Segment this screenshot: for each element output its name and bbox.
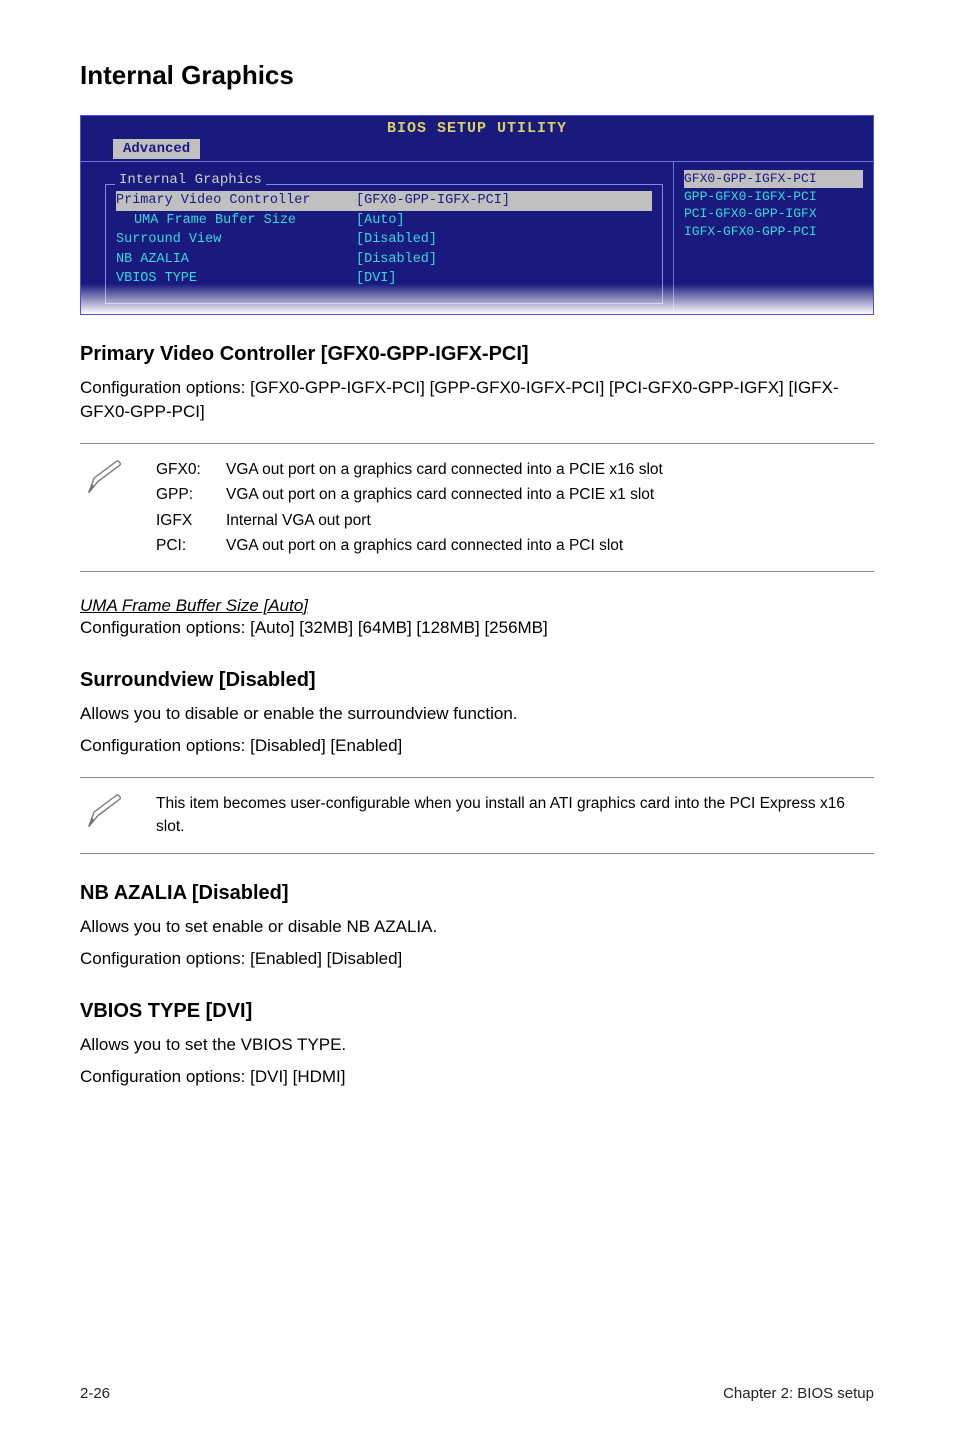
bios-left-pane: Internal Graphics Primary Video Controll… <box>81 162 673 314</box>
vb-body1: Allows you to set the VBIOS TYPE. <box>80 1033 874 1058</box>
pvc-heading: Primary Video Controller [GFX0-GPP-IGFX-… <box>80 343 874 366</box>
sv-heading: Surroundview [Disabled] <box>80 669 874 692</box>
bios-help-opt: GFX0-GPP-IGFX-PCI <box>684 170 863 188</box>
def-key: PCI: <box>156 534 216 557</box>
bios-help-pane: GFX0-GPP-IGFX-PCI GPP-GFX0-IGFX-PCI PCI-… <box>673 162 873 314</box>
bios-box-label: Internal Graphics <box>115 172 266 188</box>
sv-note-text: This item becomes user-configurable when… <box>156 792 870 839</box>
def-key: GFX0: <box>156 458 216 481</box>
def-val: VGA out port on a graphics card connecte… <box>226 458 870 481</box>
bios-val: [Disabled] <box>356 230 437 250</box>
bios-key: Surround View <box>116 230 356 250</box>
pvc-body: Configuration options: [GFX0-GPP-IGFX-PC… <box>80 376 874 425</box>
def-key: GPP: <box>156 483 216 506</box>
bios-help-opt: GPP-GFX0-IGFX-PCI <box>684 189 817 204</box>
bios-val: [DVI] <box>356 269 397 289</box>
bios-help-opt: IGFX-GFX0-GPP-PCI <box>684 224 817 239</box>
bios-tabbar: Advanced <box>81 139 873 161</box>
pen-icon <box>84 792 130 832</box>
vb-body2: Configuration options: [DVI] [HDMI] <box>80 1065 874 1090</box>
bios-tab-advanced: Advanced <box>113 139 200 159</box>
footer-right: Chapter 2: BIOS setup <box>723 1385 874 1402</box>
bios-key: UMA Frame Bufer Size <box>116 211 356 231</box>
vb-heading: VBIOS TYPE [DVI] <box>80 1000 874 1023</box>
defs-note: GFX0: VGA out port on a graphics card co… <box>80 443 874 572</box>
bios-key: Primary Video Controller <box>116 191 356 211</box>
uma-label: UMA Frame Buffer Size [Auto] <box>80 596 874 616</box>
sv-body1: Allows you to disable or enable the surr… <box>80 702 874 727</box>
bios-help-opt: PCI-GFX0-GPP-IGFX <box>684 206 817 221</box>
bios-row-uma: UMA Frame Bufer Size [Auto] <box>116 211 652 231</box>
footer-left: 2-26 <box>80 1385 110 1402</box>
bios-row-pvc: Primary Video Controller [GFX0-GPP-IGFX-… <box>116 191 652 211</box>
page-title: Internal Graphics <box>80 60 874 91</box>
def-val: VGA out port on a graphics card connecte… <box>226 483 870 506</box>
def-val: VGA out port on a graphics card connecte… <box>226 534 870 557</box>
nb-heading: NB AZALIA [Disabled] <box>80 882 874 905</box>
nb-body2: Configuration options: [Enabled] [Disabl… <box>80 947 874 972</box>
def-val: Internal VGA out port <box>226 509 870 532</box>
bios-panel: BIOS SETUP UTILITY Advanced Internal Gra… <box>80 115 874 315</box>
sv-note: This item becomes user-configurable when… <box>80 777 874 854</box>
sv-body2: Configuration options: [Disabled] [Enabl… <box>80 734 874 759</box>
bios-row-vb: VBIOS TYPE [DVI] <box>116 269 652 289</box>
bios-util-title: BIOS SETUP UTILITY <box>81 116 873 139</box>
page-footer: 2-26 Chapter 2: BIOS setup <box>80 1385 874 1402</box>
bios-row-sv: Surround View [Disabled] <box>116 230 652 250</box>
bios-val: [Disabled] <box>356 250 437 270</box>
uma-body: Configuration options: [Auto] [32MB] [64… <box>80 616 874 641</box>
bios-row-nb: NB AZALIA [Disabled] <box>116 250 652 270</box>
bios-val: [GFX0-GPP-IGFX-PCI] <box>356 191 510 211</box>
bios-val: [Auto] <box>356 211 405 231</box>
bios-key: VBIOS TYPE <box>116 269 356 289</box>
def-key: IGFX <box>156 509 216 532</box>
bios-key: NB AZALIA <box>116 250 356 270</box>
pen-icon <box>84 458 130 498</box>
nb-body1: Allows you to set enable or disable NB A… <box>80 915 874 940</box>
